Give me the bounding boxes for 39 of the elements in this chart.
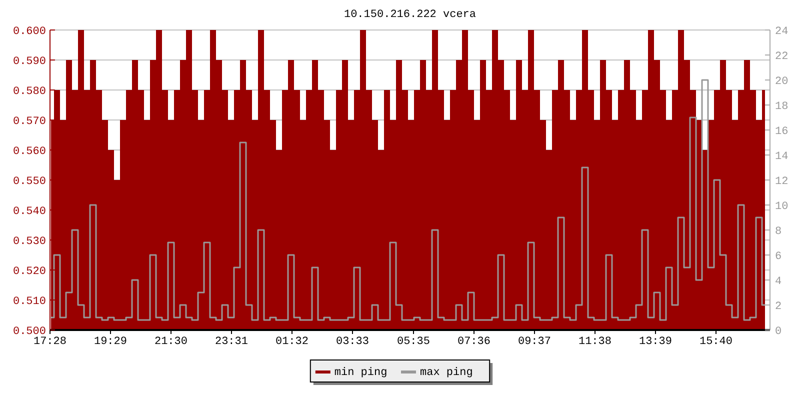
y2-tick-label: 24 [775,26,789,38]
y-tick-label: 0.550 [12,176,46,188]
x-tick-label: 07:36 [457,336,491,348]
x-tick-label: 23:31 [214,336,248,348]
y2-tick-label: 10 [775,201,788,213]
x-tick-label: 19:29 [94,336,128,348]
x-tick-label: 01:32 [275,336,309,348]
x-tick-label: 15:40 [699,336,733,348]
x-tick-label: 13:39 [638,336,672,348]
y2-tick-label: 22 [775,51,788,63]
y2-tick-label: 14 [775,151,789,163]
y2-tick-label: 2 [775,301,782,313]
y2-tick-label: 18 [775,101,788,113]
y-tick-label: 0.540 [12,206,46,218]
y-tick-label: 0.600 [12,26,46,38]
y-tick-label: 0.520 [12,266,46,278]
y2-tick-label: 6 [775,251,782,263]
y-tick-label: 0.560 [12,146,46,158]
x-tick-label: 11:38 [578,336,612,348]
y-tick-label: 0.510 [12,296,46,308]
legend-label: max ping [420,367,473,379]
y2-tick-label: 4 [775,276,782,288]
x-tick-label: 21:30 [154,336,188,348]
y-tick-label: 0.500 [12,326,46,338]
x-tick-label: 03:33 [336,336,370,348]
chart-title: 10.150.216.222 vcera [344,9,476,21]
y2-tick-label: 0 [775,326,782,338]
y-tick-label: 0.570 [12,116,46,128]
y-tick-label: 0.590 [12,56,46,68]
legend-label: min ping [334,367,388,379]
y2-tick-label: 8 [775,226,782,238]
y2-tick-label: 16 [775,126,788,138]
x-tick-label: 05:35 [396,336,430,348]
y-tick-label: 0.580 [12,86,46,98]
x-tick-label: 17:28 [33,336,67,348]
y-tick-label: 0.530 [12,236,46,248]
y2-tick-label: 20 [775,76,788,88]
y2-tick-label: 12 [775,176,788,188]
x-tick-label: 09:37 [518,336,552,348]
